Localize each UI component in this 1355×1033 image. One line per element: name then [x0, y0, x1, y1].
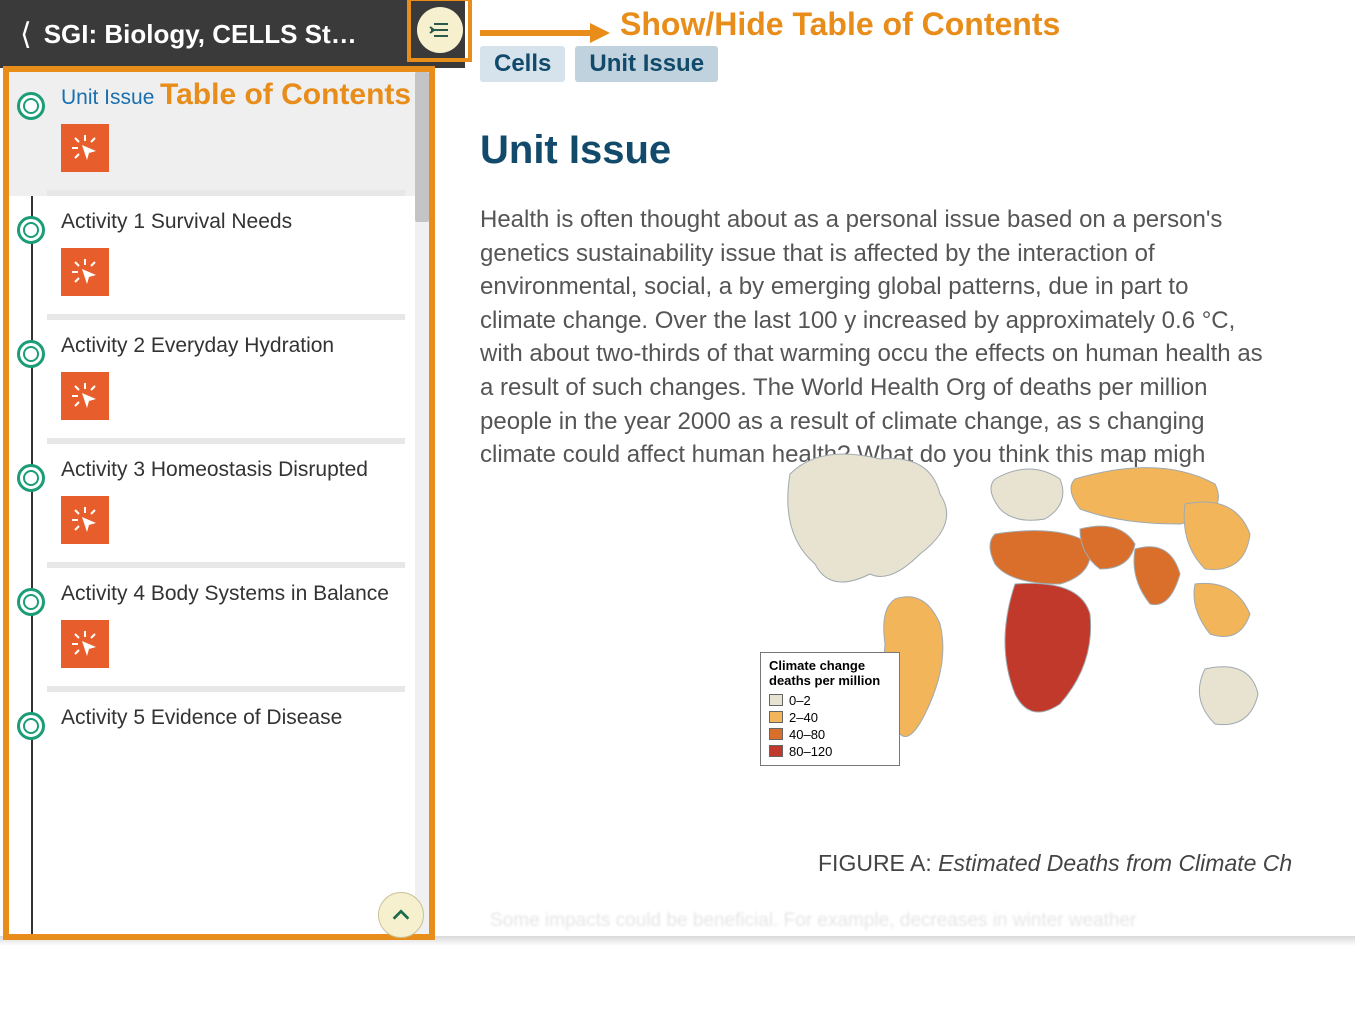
toc-item-label: Activity 5 Evidence of Disease: [61, 706, 409, 730]
progress-circle-icon: [17, 588, 45, 616]
progress-circle-icon: [17, 464, 45, 492]
toc-item-label: Activity 2 Everyday Hydration: [61, 334, 409, 358]
annotation-toggle-label: Show/Hide Table of Contents: [620, 6, 1060, 43]
breadcrumb: Cells Unit Issue: [480, 46, 1355, 82]
toc-item-label: Activity 4 Body Systems in Balance: [61, 582, 409, 606]
legend-row: 40–80: [769, 727, 891, 742]
interactive-cursor-icon[interactable]: [61, 620, 109, 668]
figure-caption-lead: FIGURE A:: [818, 850, 938, 876]
toc-item-label: Activity 3 Homeostasis Disrupted: [61, 458, 409, 482]
toc-item-activity-3[interactable]: Activity 3 Homeostasis Disrupted: [9, 444, 429, 568]
legend-label: 80–120: [789, 744, 832, 759]
annotation-arrow-icon: [480, 18, 610, 48]
breadcrumb-unit-issue[interactable]: Unit Issue: [575, 46, 718, 82]
progress-circle-icon: [17, 340, 45, 368]
breadcrumb-cells[interactable]: Cells: [480, 46, 565, 82]
toc-toggle-button[interactable]: [417, 7, 463, 53]
legend-swatch: [769, 728, 783, 740]
toc-item-activity-1[interactable]: Activity 1 Survival Needs: [9, 196, 429, 320]
legend-row: 0–2: [769, 693, 891, 708]
page-title: Unit Issue: [480, 128, 1355, 173]
body-text: Health is often thought about as a perso…: [480, 203, 1270, 472]
interactive-cursor-icon[interactable]: [61, 372, 109, 420]
legend-label: 0–2: [789, 693, 811, 708]
header-bar: ⟨ SGI: Biology, CELLS Student B…: [0, 0, 465, 68]
header-title: SGI: Biology, CELLS Student B…: [44, 19, 364, 50]
main-content: Cells Unit Issue Unit Issue Health is of…: [480, 46, 1355, 472]
legend-title: Climate change deaths per million: [769, 659, 891, 689]
legend-swatch: [769, 711, 783, 723]
toc-scroll-region[interactable]: Unit Issue Activity 1 Survival Needs Act…: [9, 72, 429, 934]
map-legend: Climate change deaths per million 0–2 2–…: [760, 652, 900, 766]
figure-caption: FIGURE A: Estimated Deaths from Climate …: [818, 850, 1292, 877]
interactive-cursor-icon[interactable]: [61, 496, 109, 544]
figure-caption-title: Estimated Deaths from Climate Ch: [938, 850, 1292, 876]
interactive-cursor-icon[interactable]: [61, 248, 109, 296]
toc-sidebar: Unit Issue Activity 1 Survival Needs Act…: [9, 72, 429, 934]
back-button[interactable]: ⟨: [8, 17, 44, 52]
interactive-cursor-icon[interactable]: [61, 124, 109, 172]
legend-swatch: [769, 745, 783, 757]
legend-swatch: [769, 694, 783, 706]
legend-row: 2–40: [769, 710, 891, 725]
scrollbar-track[interactable]: [415, 72, 429, 934]
scroll-to-top-button[interactable]: [378, 892, 424, 938]
progress-circle-icon: [17, 92, 45, 120]
toc-item-activity-4[interactable]: Activity 4 Body Systems in Balance: [9, 568, 429, 692]
toc-toggle-highlight: [407, 0, 472, 62]
toc-item-label: Activity 1 Survival Needs: [61, 210, 409, 234]
legend-label: 2–40: [789, 710, 818, 725]
world-map: Climate change deaths per million 0–2 2–…: [760, 434, 1260, 774]
progress-circle-icon: [17, 712, 45, 740]
annotation-toc-label: Table of Contents: [160, 78, 411, 112]
cutoff-text: Some impacts could be beneficial. For ex…: [490, 910, 1136, 932]
bottom-shadow: [0, 936, 1355, 946]
legend-row: 80–120: [769, 744, 891, 759]
toc-item-activity-5[interactable]: Activity 5 Evidence of Disease: [9, 692, 429, 730]
list-icon: [428, 18, 452, 42]
chevron-up-icon: [390, 904, 412, 926]
toc-item-activity-2[interactable]: Activity 2 Everyday Hydration: [9, 320, 429, 444]
legend-label: 40–80: [789, 727, 825, 742]
progress-circle-icon: [17, 216, 45, 244]
figure-map: Climate change deaths per million 0–2 2–…: [760, 434, 1260, 774]
body-paragraph: Health is often thought about as a perso…: [480, 203, 1270, 472]
scrollbar-thumb[interactable]: [415, 72, 429, 222]
